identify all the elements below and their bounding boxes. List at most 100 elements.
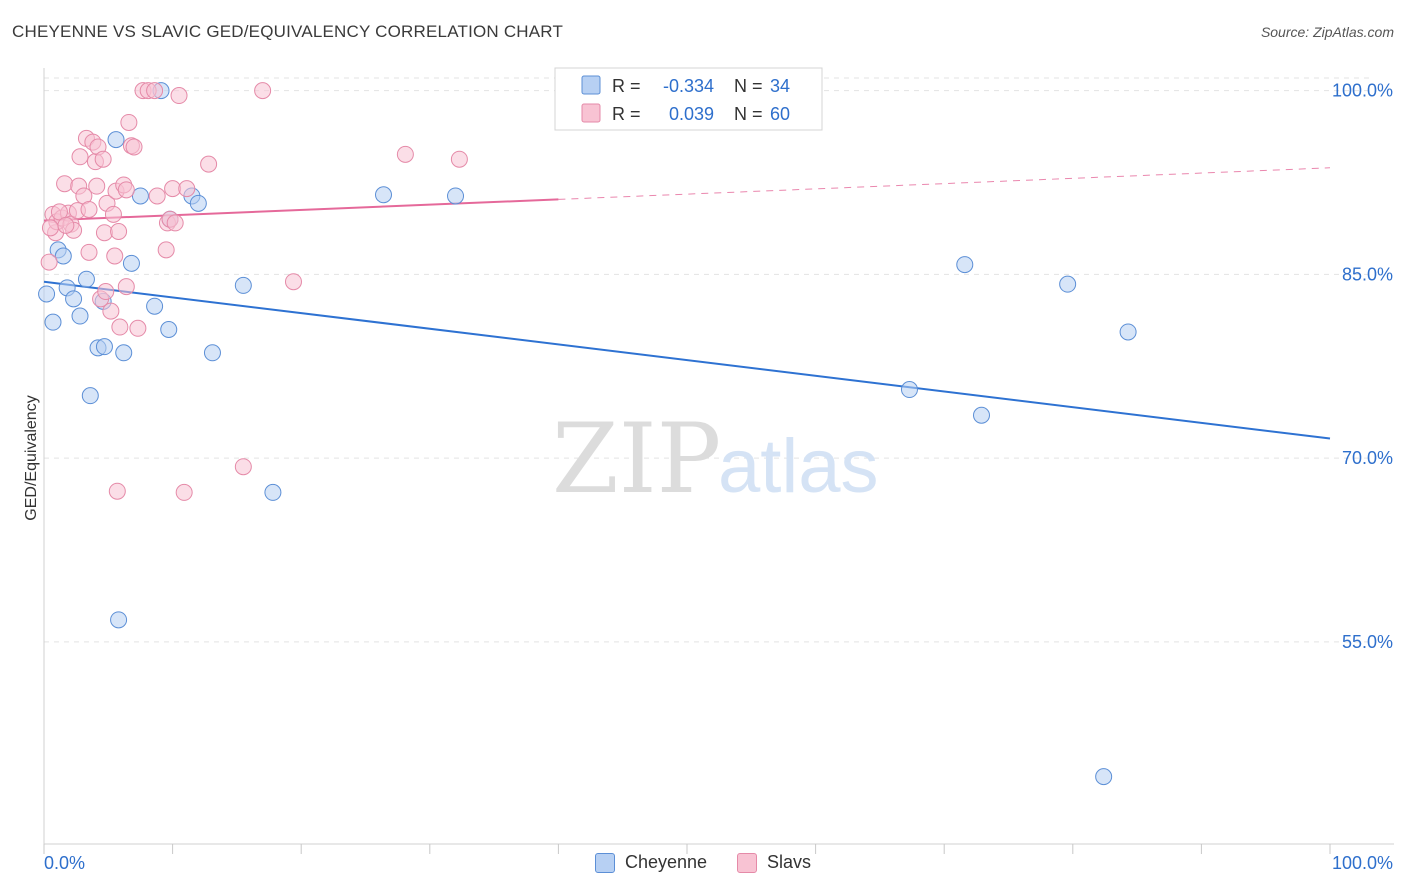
x-tick-label-min: 0.0% (44, 853, 85, 873)
cheyenne-point-15 (131, 187, 149, 205)
y-axis-label: GED/Equivalency (23, 395, 40, 520)
slavs-point-5 (56, 175, 74, 193)
slavs-point-22 (95, 224, 113, 242)
slavs-point-47 (166, 214, 184, 232)
stats-legend-swatch-cheyenne (581, 75, 601, 95)
cheyenne-point-31 (1059, 275, 1077, 293)
cheyenne-point-22 (203, 344, 221, 362)
slavs-point-54 (284, 273, 302, 291)
slavs-point-56 (450, 150, 468, 168)
cheyenne-point-30 (972, 406, 990, 424)
watermark-zip: ZIP (552, 403, 721, 515)
slavs-point-25 (102, 302, 120, 320)
cheyenne-point-23 (234, 276, 252, 294)
slavs-point-31 (111, 318, 129, 336)
cheyenne-trend-line (43, 280, 1331, 440)
cheyenne-point-24 (264, 483, 282, 501)
slavs-point-26 (104, 205, 122, 223)
slavs-point-34 (117, 278, 135, 296)
chart-title: CHEYENNE VS SLAVIC GED/EQUIVALENCY CORRE… (12, 22, 564, 41)
legend-r-value-cheyenne: -0.334 (663, 76, 714, 96)
slavs-point-0 (40, 253, 58, 271)
slavs-point-52 (234, 458, 252, 476)
legend-r-label-slavs: R = (612, 104, 641, 124)
source-credit: Source: ZipAtlas.com (1260, 24, 1394, 40)
legend-n-label-slavs: N = (734, 104, 763, 124)
legend-r-label-cheyenne: R = (612, 76, 641, 96)
cheyenne-point-18 (160, 321, 178, 338)
cheyenne-point-25 (375, 186, 393, 204)
cheyenne-point-32 (1095, 768, 1113, 786)
cheyenne-point-12 (107, 131, 125, 149)
slavs-point-33 (117, 181, 135, 199)
slavs-point-41 (146, 82, 164, 100)
legend-label-slavs: Slavs (767, 852, 812, 872)
y-tick-label-3: 55.0% (1342, 632, 1393, 652)
legend-label-cheyenne: Cheyenne (624, 852, 708, 872)
slavs-point-29 (110, 223, 128, 240)
legend-item-slavs[interactable]: Slavs (737, 852, 811, 873)
slavs-point-14 (80, 200, 98, 218)
cheyenne-point-0 (38, 285, 56, 303)
slavs-point-42 (148, 187, 166, 205)
slavs-point-21 (94, 150, 112, 168)
slavs-point-27 (106, 247, 124, 265)
axis-layer: 100.0% 85.0% 70.0% 55.0% (43, 68, 1394, 854)
slavs-point-11 (71, 148, 89, 166)
cheyenne-point-10 (95, 338, 113, 356)
cheyenne-point-13 (115, 344, 133, 362)
slavs-point-38 (129, 319, 147, 337)
stats-legend: R = -0.334 N = 34 R = 0.039 N = 60 (554, 67, 823, 131)
slavs-point-50 (178, 180, 196, 198)
y-tick-label-1: 85.0% (1342, 264, 1393, 284)
slavs-point-37 (125, 138, 143, 156)
cheyenne-point-6 (71, 307, 89, 325)
legend-n-value-cheyenne: 34 (770, 76, 790, 96)
legend-n-label-cheyenne: N = (734, 76, 763, 96)
legend-swatch-slavs (737, 852, 758, 873)
slavs-point-30 (108, 482, 126, 500)
y-tick-label-0: 100.0% (1332, 81, 1393, 101)
slavs-point-51 (200, 155, 218, 173)
slavs-point-18 (88, 177, 106, 195)
trend-layer (43, 167, 1331, 440)
series-legend: Cheyenne Slavs (0, 852, 1406, 873)
cheyenne-point-3 (54, 247, 72, 265)
cheyenne-point-29 (956, 256, 974, 274)
watermark-atlas: atlas (718, 424, 879, 509)
cheyenne-point-21 (189, 194, 207, 212)
stats-legend-swatch-slavs (581, 103, 601, 123)
cheyenne-point-14 (122, 254, 140, 272)
slavs-point-15 (80, 243, 98, 261)
cheyenne-point-28 (900, 381, 918, 399)
slavs-point-59 (57, 216, 75, 234)
cheyenne-point-1 (44, 313, 62, 331)
x-tick-label-max: 100.0% (1332, 853, 1393, 873)
legend-r-value-slavs: 0.039 (669, 104, 714, 124)
slavs-point-46 (164, 180, 182, 198)
cheyenne-point-27 (110, 611, 128, 629)
slavs-point-35 (120, 113, 138, 131)
slavs-point-53 (254, 82, 272, 100)
slavs-point-49 (175, 483, 193, 501)
slavs-trend-line (43, 198, 559, 222)
slavs-point-55 (396, 145, 414, 163)
y-tick-label-2: 70.0% (1342, 448, 1393, 468)
slavs-trend-extension (558, 167, 1331, 200)
slavs-point-57 (41, 219, 59, 237)
grid-layer (44, 77, 1370, 643)
slavs-point-23 (97, 283, 115, 301)
points-layer (38, 82, 1137, 786)
cheyenne-point-16 (146, 297, 164, 315)
cheyenne-point-5 (65, 290, 83, 308)
cheyenne-point-26 (447, 187, 465, 205)
legend-item-cheyenne[interactable]: Cheyenne (594, 852, 708, 873)
cheyenne-point-33 (1119, 323, 1137, 341)
legend-swatch-cheyenne (594, 852, 615, 873)
slavs-point-43 (157, 241, 175, 259)
cheyenne-point-7 (77, 270, 95, 288)
slavs-point-48 (170, 87, 188, 105)
legend-n-value-slavs: 60 (770, 104, 790, 124)
cheyenne-point-8 (81, 387, 99, 405)
